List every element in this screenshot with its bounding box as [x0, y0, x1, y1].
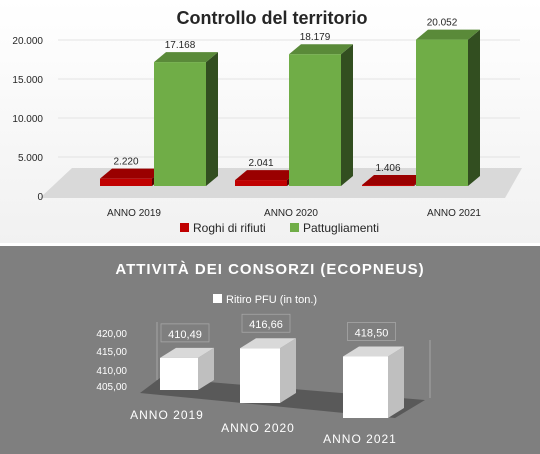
data-label: 2.220 [113, 157, 138, 168]
y-tick-label: 10.000 [12, 114, 43, 125]
bar [416, 39, 468, 187]
data-label: 416,66 [249, 319, 283, 331]
chart-title: Controllo del territorio [177, 8, 368, 28]
data-label: 418,50 [355, 328, 389, 340]
bar [235, 180, 287, 186]
data-label: 410,49 [168, 329, 202, 341]
bar-top [100, 168, 164, 179]
data-label: 2.041 [248, 158, 273, 169]
data-label: 18.179 [300, 32, 331, 43]
territory-chart: Controllo del territorio 0 5.000 10.000 15.… [12, 8, 522, 235]
data-label: 20.052 [427, 18, 458, 29]
bar-top [416, 29, 480, 40]
y-tick-label: 410,00 [96, 366, 127, 377]
y-tick-label: 415,00 [96, 347, 127, 358]
bar [100, 178, 152, 186]
legend-label: Pattugliamenti [303, 221, 379, 235]
bar-side [206, 52, 218, 186]
data-label-box [347, 322, 396, 341]
bar-top [154, 52, 218, 63]
bar-top [343, 346, 404, 357]
bar [362, 185, 414, 187]
data-label-box [241, 313, 291, 333]
legend-swatch [290, 223, 299, 232]
x-tick-label: ANNO 2021 [323, 432, 397, 446]
chart-title: ATTIVITÀ DEI CONSORZI (ECOPNEUS) [115, 261, 424, 278]
bar-top [289, 44, 353, 55]
bar [240, 348, 280, 403]
x-tick-label: ANNO 2020 [221, 421, 295, 435]
bar [154, 62, 206, 186]
data-label-box [160, 323, 210, 343]
x-tick-label: ANNO 2020 [264, 208, 318, 219]
data-label: 17.168 [165, 40, 196, 51]
bar-top [240, 338, 296, 349]
bar-side [198, 347, 214, 390]
bar-top [235, 170, 299, 181]
y-tick-label: 420,00 [96, 329, 127, 340]
bar-top [362, 175, 426, 186]
x-tick-label: ANNO 2019 [107, 208, 161, 219]
y-tick-label: 405,00 [96, 382, 127, 393]
legend-swatch [213, 294, 222, 303]
y-tick-label: 0 [37, 192, 43, 203]
x-tick-label: ANNO 2021 [427, 208, 481, 219]
bar-side [468, 29, 480, 186]
bar [289, 54, 341, 187]
y-tick-label: 20.000 [12, 36, 43, 47]
x-tick-label: ANNO 2019 [130, 408, 204, 422]
legend-swatch [180, 223, 189, 232]
y-tick-label: 5.000 [18, 153, 43, 164]
data-label: 1.406 [375, 163, 400, 174]
bar [160, 357, 198, 390]
bar [343, 356, 388, 418]
legend-label: Roghi di rifiuti [193, 221, 266, 235]
panel-divider [0, 243, 540, 246]
legend-label: Ritiro PFU (in ton.) [226, 294, 317, 306]
bar-side [388, 346, 404, 418]
bar-side [341, 44, 353, 187]
bar-top [160, 347, 214, 358]
y-tick-label: 15.000 [12, 75, 43, 86]
bar-side [280, 338, 296, 403]
